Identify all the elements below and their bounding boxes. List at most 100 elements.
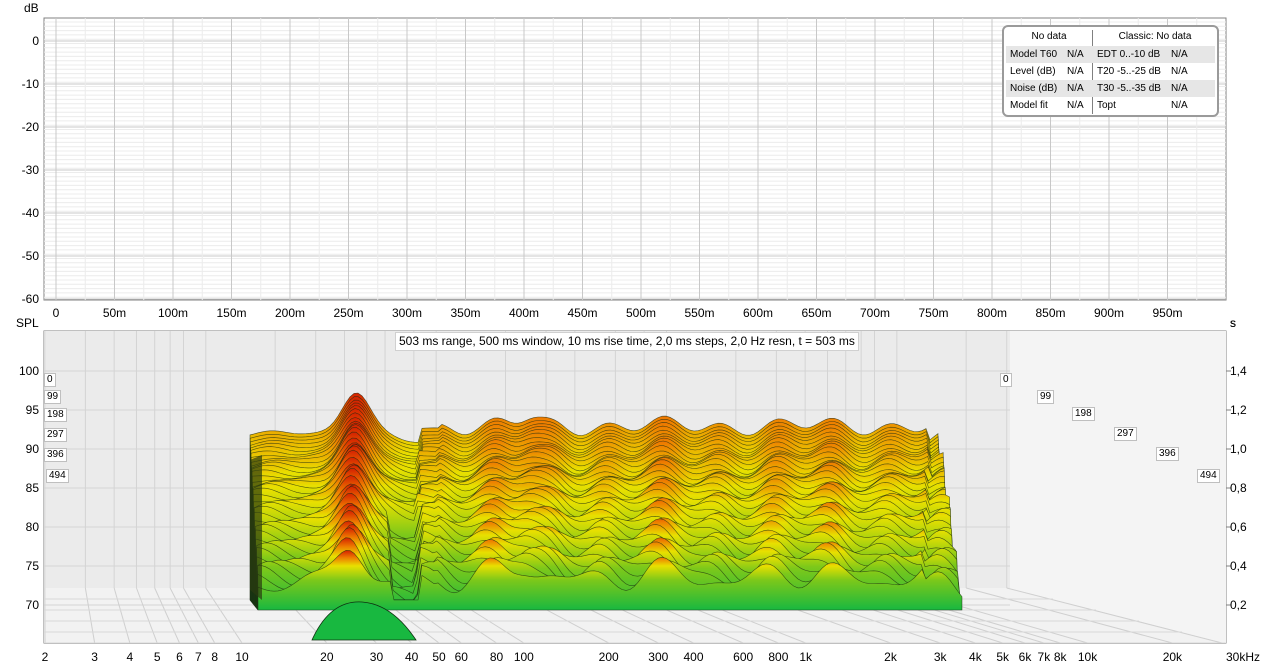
decay-x-tick: 100m (158, 306, 188, 320)
waterfall-right-unit: s (1230, 316, 1236, 330)
decay-x-tick: 950m (1152, 306, 1182, 320)
t60-row: Model fit N/A Topt N/A (1010, 100, 1188, 111)
decay-x-tick: 800m (977, 306, 1007, 320)
decay-x-tick: 650m (801, 306, 831, 320)
waterfall-x-axis: 2 3 4 5 6 7 8 10 20 30 40 50 60 80 100 200 300 400 600 800 1… (42, 650, 1260, 664)
t60-divider (1092, 30, 1093, 114)
time-slice-label: 99 (1037, 390, 1055, 404)
decay-x-tick: 350m (450, 306, 480, 320)
waterfall-y-tick: 80 (26, 520, 40, 534)
time-slice-label: 0 (1000, 373, 1012, 387)
waterfall-right-axis: 1,4 1,2 1,0 0,8 0,6 0,4 0,2 (1226, 364, 1247, 612)
waterfall-x-tick: 2 (42, 650, 49, 664)
waterfall-y-unit: SPL (16, 316, 39, 330)
waterfall-x-tick: 5 (154, 650, 161, 664)
decay-y-tick: -20 (22, 120, 40, 134)
waterfall-right-tick: 0,8 (1230, 481, 1247, 495)
waterfall-right-tick: 1,4 (1230, 364, 1247, 378)
time-slice-label: 396 (1156, 447, 1179, 461)
waterfall-x-tick: 800 (768, 650, 788, 664)
waterfall-y-tick: 90 (26, 442, 40, 456)
waterfall-right-tick: 1,2 (1230, 403, 1247, 417)
waterfall-x-tick: 200 (599, 650, 619, 664)
decay-y-tick: 0 (32, 34, 39, 48)
t60-row: Level (dB) N/A T20 -5..-25 dB N/A (1010, 66, 1188, 77)
waterfall-y-tick: 70 (26, 598, 40, 612)
waterfall-x-tick: 10 (235, 650, 249, 664)
waterfall-x-tick: 4k (969, 650, 983, 664)
waterfall-y-tick: 75 (26, 559, 40, 573)
decay-x-tick: 150m (216, 306, 246, 320)
waterfall-y-tick: 95 (26, 403, 40, 417)
time-slice-label: 198 (1072, 407, 1095, 421)
decay-x-tick: 700m (860, 306, 890, 320)
decay-x-tick: 850m (1035, 306, 1065, 320)
decay-y-unit: dB (24, 1, 39, 15)
waterfall-x-tick: 6k (1019, 650, 1033, 664)
waterfall-x-tick: 7 (195, 650, 202, 664)
t60-right-header: Classic: No data (1118, 31, 1192, 42)
waterfall-x-tick: 8 (211, 650, 218, 664)
decay-y-axis: 0 -10 -20 -30 -40 -50 -60 (22, 34, 40, 306)
waterfall-x-tick: 2k (884, 650, 898, 664)
time-slice-label: 494 (46, 469, 69, 483)
decay-x-tick: 250m (333, 306, 363, 320)
decay-x-tick: 500m (626, 306, 656, 320)
time-slice-label: 494 (1197, 469, 1220, 483)
time-slice-label: 0 (44, 373, 56, 387)
waterfall-caption: 503 ms range, 500 ms window, 10 ms rise … (395, 332, 859, 351)
decay-x-unit: s (1230, 316, 1236, 330)
decay-x-tick: 900m (1094, 306, 1124, 320)
waterfall-right-tick: 0,6 (1230, 520, 1247, 534)
waterfall-x-tick: 5k (996, 650, 1010, 664)
waterfall-x-tick: 40 (405, 650, 419, 664)
decay-y-tick: -60 (22, 292, 40, 306)
decay-x-tick: 200m (275, 306, 305, 320)
waterfall-x-tick: 6 (176, 650, 183, 664)
waterfall-x-tick: 400 (684, 650, 704, 664)
waterfall-x-tick: 100 (514, 650, 534, 664)
decay-x-tick: 50m (103, 306, 126, 320)
waterfall-x-tick: 3 (91, 650, 98, 664)
waterfall-x-tick: 8k (1054, 650, 1068, 664)
decay-y-tick: -10 (22, 77, 40, 91)
waterfall-side-wall (1010, 331, 1226, 643)
waterfall-x-tick: 80 (490, 650, 504, 664)
waterfall-x-tick: 10k (1078, 650, 1098, 664)
waterfall-y-tick: 100 (19, 364, 39, 378)
waterfall-x-tick: 3k (934, 650, 948, 664)
waterfall-x-tick: 50 (432, 650, 446, 664)
waterfall-x-tick: 1k (799, 650, 813, 664)
waterfall-right-tick: 0,4 (1230, 559, 1247, 573)
decay-x-tick: 750m (918, 306, 948, 320)
decay-x-axis: 0 50m 100m 150m 200m 250m 300m 350m 400m 450m 500m… (53, 306, 1183, 320)
waterfall-surface (249, 392, 963, 641)
waterfall-y-tick: 85 (26, 481, 40, 495)
decay-x-tick: 300m (392, 306, 422, 320)
waterfall-x-tick: 600 (733, 650, 753, 664)
t60-left-header: No data (1031, 31, 1067, 42)
t60-row: Noise (dB) N/A T30 -5..-35 dB N/A (1006, 80, 1215, 97)
waterfall-x-tick: 20 (320, 650, 334, 664)
waterfall-x-tick: 4 (126, 650, 133, 664)
t60-results-panel: No data Classic: No data Model T60 N/A E… (1002, 25, 1219, 117)
waterfall-x-tick: 20k (1163, 650, 1183, 664)
decay-x-tick: 600m (743, 306, 773, 320)
decay-y-tick: -30 (22, 163, 40, 177)
decay-x-tick: 450m (567, 306, 597, 320)
time-slice-label: 297 (44, 428, 67, 442)
waterfall-y-axis: 100 95 90 85 80 75 70 (19, 364, 39, 612)
time-slice-label: 198 (44, 408, 67, 422)
decay-y-tick: -40 (22, 206, 40, 220)
t60-row: Model T60 N/A EDT 0..-10 dB N/A (1006, 46, 1215, 63)
time-slice-label: 99 (44, 390, 62, 404)
time-slice-label: 396 (44, 448, 67, 462)
waterfall-x-tick: 7k (1038, 650, 1052, 664)
waterfall-right-tick: 1,0 (1230, 442, 1247, 456)
decay-y-tick: -50 (22, 249, 40, 263)
waterfall-right-tick: 0,2 (1230, 598, 1247, 612)
waterfall-x-tick: 300 (648, 650, 668, 664)
decay-x-tick: 0 (53, 306, 60, 320)
waterfall-x-tick: 60 (455, 650, 469, 664)
